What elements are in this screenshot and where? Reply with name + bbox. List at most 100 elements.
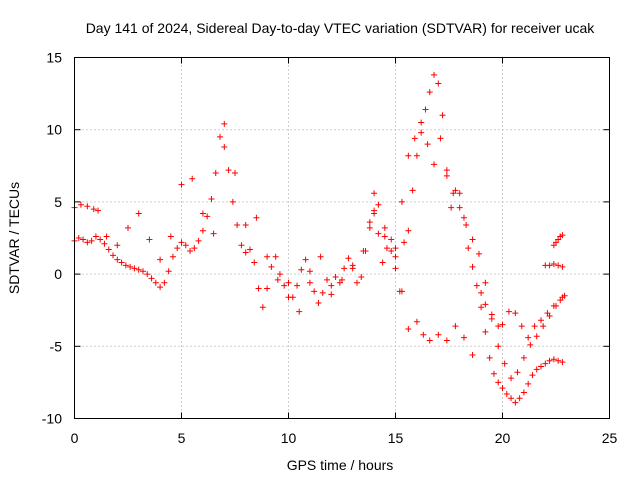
data-point xyxy=(546,312,553,319)
x-tick-label: 15 xyxy=(388,430,404,446)
data-point xyxy=(388,236,395,243)
data-point xyxy=(272,253,279,260)
data-point xyxy=(75,235,82,241)
data-point xyxy=(426,337,433,344)
plot-frame xyxy=(74,57,610,419)
data-point xyxy=(118,259,125,266)
data-point xyxy=(431,161,438,168)
data-point xyxy=(401,239,408,246)
data-point xyxy=(443,172,450,179)
data-point xyxy=(381,233,388,240)
data-point xyxy=(525,334,532,341)
y-tick-label: -10 xyxy=(42,411,62,427)
data-point xyxy=(157,256,164,263)
data-point xyxy=(555,262,562,269)
data-point xyxy=(281,282,288,289)
data-point xyxy=(178,181,185,188)
x-tick-label: 25 xyxy=(602,430,618,446)
x-tick-label: 5 xyxy=(178,430,186,446)
data-point xyxy=(559,359,566,366)
y-tick-label: -5 xyxy=(50,338,63,354)
data-point xyxy=(328,291,335,298)
data-point xyxy=(238,242,245,249)
data-point xyxy=(392,245,399,252)
series-secondary xyxy=(71,120,568,358)
data-point xyxy=(435,331,442,338)
data-point xyxy=(490,370,497,377)
data-point xyxy=(311,288,318,295)
data-point xyxy=(559,232,566,239)
data-point xyxy=(443,337,450,344)
data-point xyxy=(366,219,373,226)
data-point xyxy=(110,252,117,259)
data-point xyxy=(88,237,95,244)
data-point xyxy=(405,227,412,234)
data-point xyxy=(339,276,345,283)
data-point xyxy=(187,247,194,254)
data-point xyxy=(405,325,412,332)
data-point xyxy=(381,224,388,231)
data-point xyxy=(529,372,536,379)
data-point xyxy=(349,262,356,269)
data-point xyxy=(540,323,547,330)
data-point xyxy=(499,321,506,328)
data-point xyxy=(398,198,405,205)
data-point xyxy=(84,203,91,210)
data-point xyxy=(122,262,129,269)
data-point xyxy=(546,357,553,364)
data-point xyxy=(253,214,260,221)
data-point xyxy=(315,299,322,306)
data-point xyxy=(169,253,176,260)
data-point xyxy=(103,233,110,240)
data-point xyxy=(274,276,281,283)
data-point xyxy=(538,363,545,370)
data-point xyxy=(469,351,476,358)
x-tick-label: 0 xyxy=(71,430,79,446)
data-point xyxy=(426,89,433,96)
data-point xyxy=(294,282,301,289)
data-point xyxy=(435,80,442,87)
data-point xyxy=(165,268,172,275)
x-tick-label: 10 xyxy=(281,430,297,446)
data-point xyxy=(398,288,405,295)
data-point xyxy=(161,279,168,286)
chart-title: Day 141 of 2024, Sidereal Day-to-day VTE… xyxy=(86,20,596,36)
data-point xyxy=(527,341,534,348)
data-point xyxy=(538,317,545,324)
data-point xyxy=(486,354,493,361)
data-point xyxy=(285,279,292,286)
data-point xyxy=(550,356,557,363)
data-point xyxy=(90,206,97,213)
x-tick-label: 20 xyxy=(495,430,511,446)
data-point xyxy=(221,144,228,151)
data-point xyxy=(353,279,360,286)
data-point xyxy=(505,308,512,315)
data-point xyxy=(174,245,181,252)
data-point xyxy=(97,236,104,243)
data-point xyxy=(319,289,326,296)
data-point xyxy=(469,263,476,270)
data-point xyxy=(482,279,489,286)
data-point xyxy=(555,357,562,364)
data-point xyxy=(456,204,463,211)
data-point xyxy=(559,263,566,270)
data-point xyxy=(105,246,112,253)
data-point xyxy=(371,210,378,217)
data-points xyxy=(71,71,568,406)
data-point xyxy=(448,204,455,211)
data-point xyxy=(371,190,378,197)
data-point xyxy=(152,279,159,286)
data-point xyxy=(114,256,121,263)
axis-ticks: 0 5 10 15 20 25 -10 -5 0 5 10 15 xyxy=(42,50,618,447)
data-point xyxy=(456,190,463,197)
data-point xyxy=(264,253,271,260)
data-point xyxy=(478,304,485,311)
data-point xyxy=(553,302,559,309)
data-point xyxy=(520,389,527,396)
x-axis-label: GPS time / hours xyxy=(287,457,394,473)
data-point xyxy=(210,230,217,237)
data-point xyxy=(101,240,108,247)
data-point xyxy=(242,222,249,229)
data-point xyxy=(518,323,525,330)
data-point xyxy=(409,187,416,194)
